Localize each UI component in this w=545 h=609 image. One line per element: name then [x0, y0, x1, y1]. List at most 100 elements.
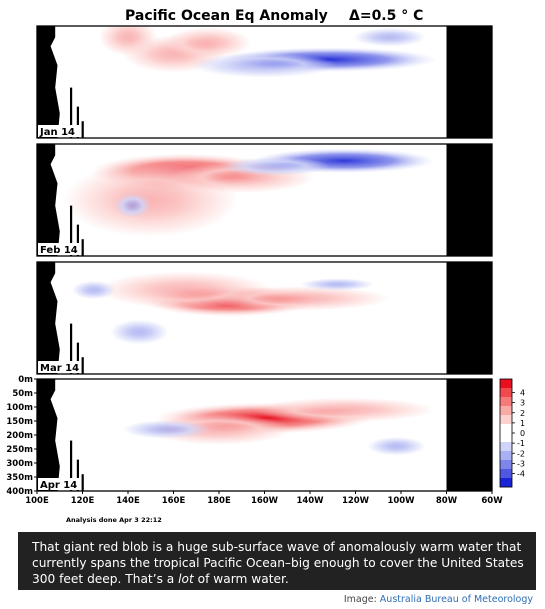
anomaly-field	[122, 397, 436, 456]
y-tick-label: 400m	[6, 487, 33, 497]
warm-anomaly-blob	[253, 397, 436, 423]
island-mask	[76, 459, 80, 491]
caption-text: That giant red blob is a huge sub-surfac…	[32, 540, 524, 586]
x-tick-label: 120W	[342, 496, 370, 506]
y-tick-label: 250m	[6, 445, 33, 455]
colorbar-swatch	[500, 433, 512, 443]
colorbar-tick-label: 3	[520, 399, 525, 408]
colorbar-swatch	[500, 460, 512, 470]
island-mask	[81, 121, 84, 138]
west-land-mask	[37, 144, 60, 256]
cool-anomaly-blob	[353, 27, 427, 47]
panel-3: Mar 14	[36, 261, 493, 375]
island-mask	[76, 342, 80, 374]
east-land-mask	[446, 144, 492, 256]
y-tick-label: 150m	[6, 417, 33, 427]
island-mask	[69, 87, 73, 138]
panel-4: Apr 14	[36, 378, 493, 492]
colorbar-swatch	[500, 478, 512, 488]
y-tick-label: 350m	[6, 473, 33, 483]
colorbar-tick-label: 2	[520, 409, 525, 418]
colorbar-tick-label: 4	[520, 389, 525, 398]
colorbar-swatch	[500, 388, 512, 398]
warm-anomaly-blob	[63, 163, 239, 237]
cool-anomaly-blob	[72, 280, 116, 300]
image-credit: Image: Australia Bureau of Meteorology	[344, 594, 533, 605]
caption-box: That giant red blob is a huge sub-surfac…	[18, 532, 536, 590]
chart-title: Pacific Ocean Eq Anomaly	[125, 8, 328, 24]
y-axis: 0m 50m 100m 150m 200m 250m 300m 350m 400m	[6, 375, 37, 497]
colorbar-swatch	[500, 442, 512, 452]
panel-month-label: Jan 14	[39, 127, 75, 138]
colorbar-swatch	[500, 397, 512, 407]
anomaly-field	[98, 26, 438, 78]
west-land-mask	[37, 26, 60, 138]
east-land-mask	[446, 26, 492, 138]
colorbar-tick-label: -1	[517, 439, 525, 448]
colorbar-tick-label: -3	[517, 459, 525, 468]
x-tick-label: 80W	[436, 496, 458, 506]
panel-label-box	[38, 243, 79, 255]
panel-label-box	[38, 361, 79, 373]
warm-anomaly-blob	[207, 286, 390, 311]
anomaly-chart: Pacific Ocean Eq Anomaly Δ=0.5 ° C Jan 1…	[6, 8, 525, 524]
colorbar-swatch	[500, 451, 512, 461]
y-tick-label: 0m	[18, 375, 33, 385]
panel-month-label: Feb 14	[40, 245, 78, 256]
colorbar-tick-label: -4	[517, 470, 525, 479]
cool-anomaly-blob	[122, 420, 211, 439]
colorbar-swatch	[500, 469, 512, 479]
island-mask	[69, 205, 73, 256]
east-land-mask	[446, 379, 492, 491]
x-tick-label: 180E	[207, 496, 231, 506]
panel-label-box	[38, 478, 79, 490]
island-mask	[69, 323, 73, 374]
colorbar-tick-label: -2	[517, 449, 525, 458]
cool-anomaly-blob	[110, 319, 169, 345]
y-tick-label: 50m	[12, 389, 33, 399]
panel-month-label: Mar 14	[40, 363, 79, 374]
island-mask	[69, 440, 73, 491]
x-axis: 100E 120E 140E 160E 180E 160W 140W 120W 100W 80W 6…	[25, 491, 503, 506]
island-mask	[81, 239, 84, 256]
cool-anomaly-blob	[221, 157, 331, 176]
island-mask	[81, 474, 84, 491]
panel-1: Jan 14	[36, 25, 493, 139]
x-tick-label: 160E	[162, 496, 186, 506]
panel-frame	[36, 143, 493, 257]
x-tick-label: 120E	[71, 496, 95, 506]
island-mask	[81, 357, 84, 374]
east-land-mask	[446, 262, 492, 374]
x-tick-label: 60W	[481, 496, 503, 506]
x-tick-label: 160W	[251, 496, 279, 506]
cool-anomaly-blob	[191, 52, 338, 78]
analysis-footnote: Analysis done Apr 3 22:12	[66, 516, 162, 524]
colorbar-tick-label: 0	[520, 429, 525, 438]
panel-2: Feb 14	[36, 143, 493, 257]
credit-source: Australia Bureau of Meteorology	[379, 594, 533, 605]
y-tick-label: 300m	[6, 459, 33, 469]
anomaly-field	[63, 148, 436, 237]
panel-month-label: Apr 14	[40, 480, 77, 491]
colorbar-tick-label: 1	[520, 419, 525, 428]
x-tick-label: 140E	[116, 496, 140, 506]
panel-label-box	[38, 125, 79, 137]
cool-anomaly-blob	[367, 436, 426, 456]
x-tick-label: 140W	[296, 496, 324, 506]
colorbar-swatch	[500, 424, 512, 434]
panel-frame	[36, 25, 493, 139]
colorbar-swatch	[500, 415, 512, 425]
x-tick-label: 100W	[387, 496, 415, 506]
y-tick-label: 100m	[6, 403, 33, 413]
y-tick-label: 200m	[6, 431, 33, 441]
warm-anomaly-blob	[163, 27, 252, 59]
contour-interval-label: Δ=0.5 ° C	[349, 8, 423, 24]
island-mask	[76, 106, 80, 138]
anomaly-field	[72, 271, 390, 345]
west-land-mask	[37, 379, 60, 491]
cool-anomaly-blob	[114, 193, 151, 218]
caption-text-end: of warm water.	[193, 572, 289, 586]
caption-emphasis: lot	[178, 572, 194, 586]
west-land-mask	[37, 262, 60, 374]
panel-frame	[36, 261, 493, 375]
